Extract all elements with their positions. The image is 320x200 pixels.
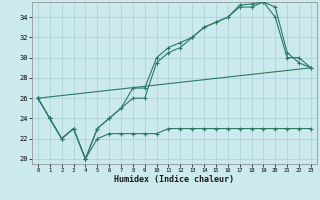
X-axis label: Humidex (Indice chaleur): Humidex (Indice chaleur) bbox=[115, 175, 234, 184]
